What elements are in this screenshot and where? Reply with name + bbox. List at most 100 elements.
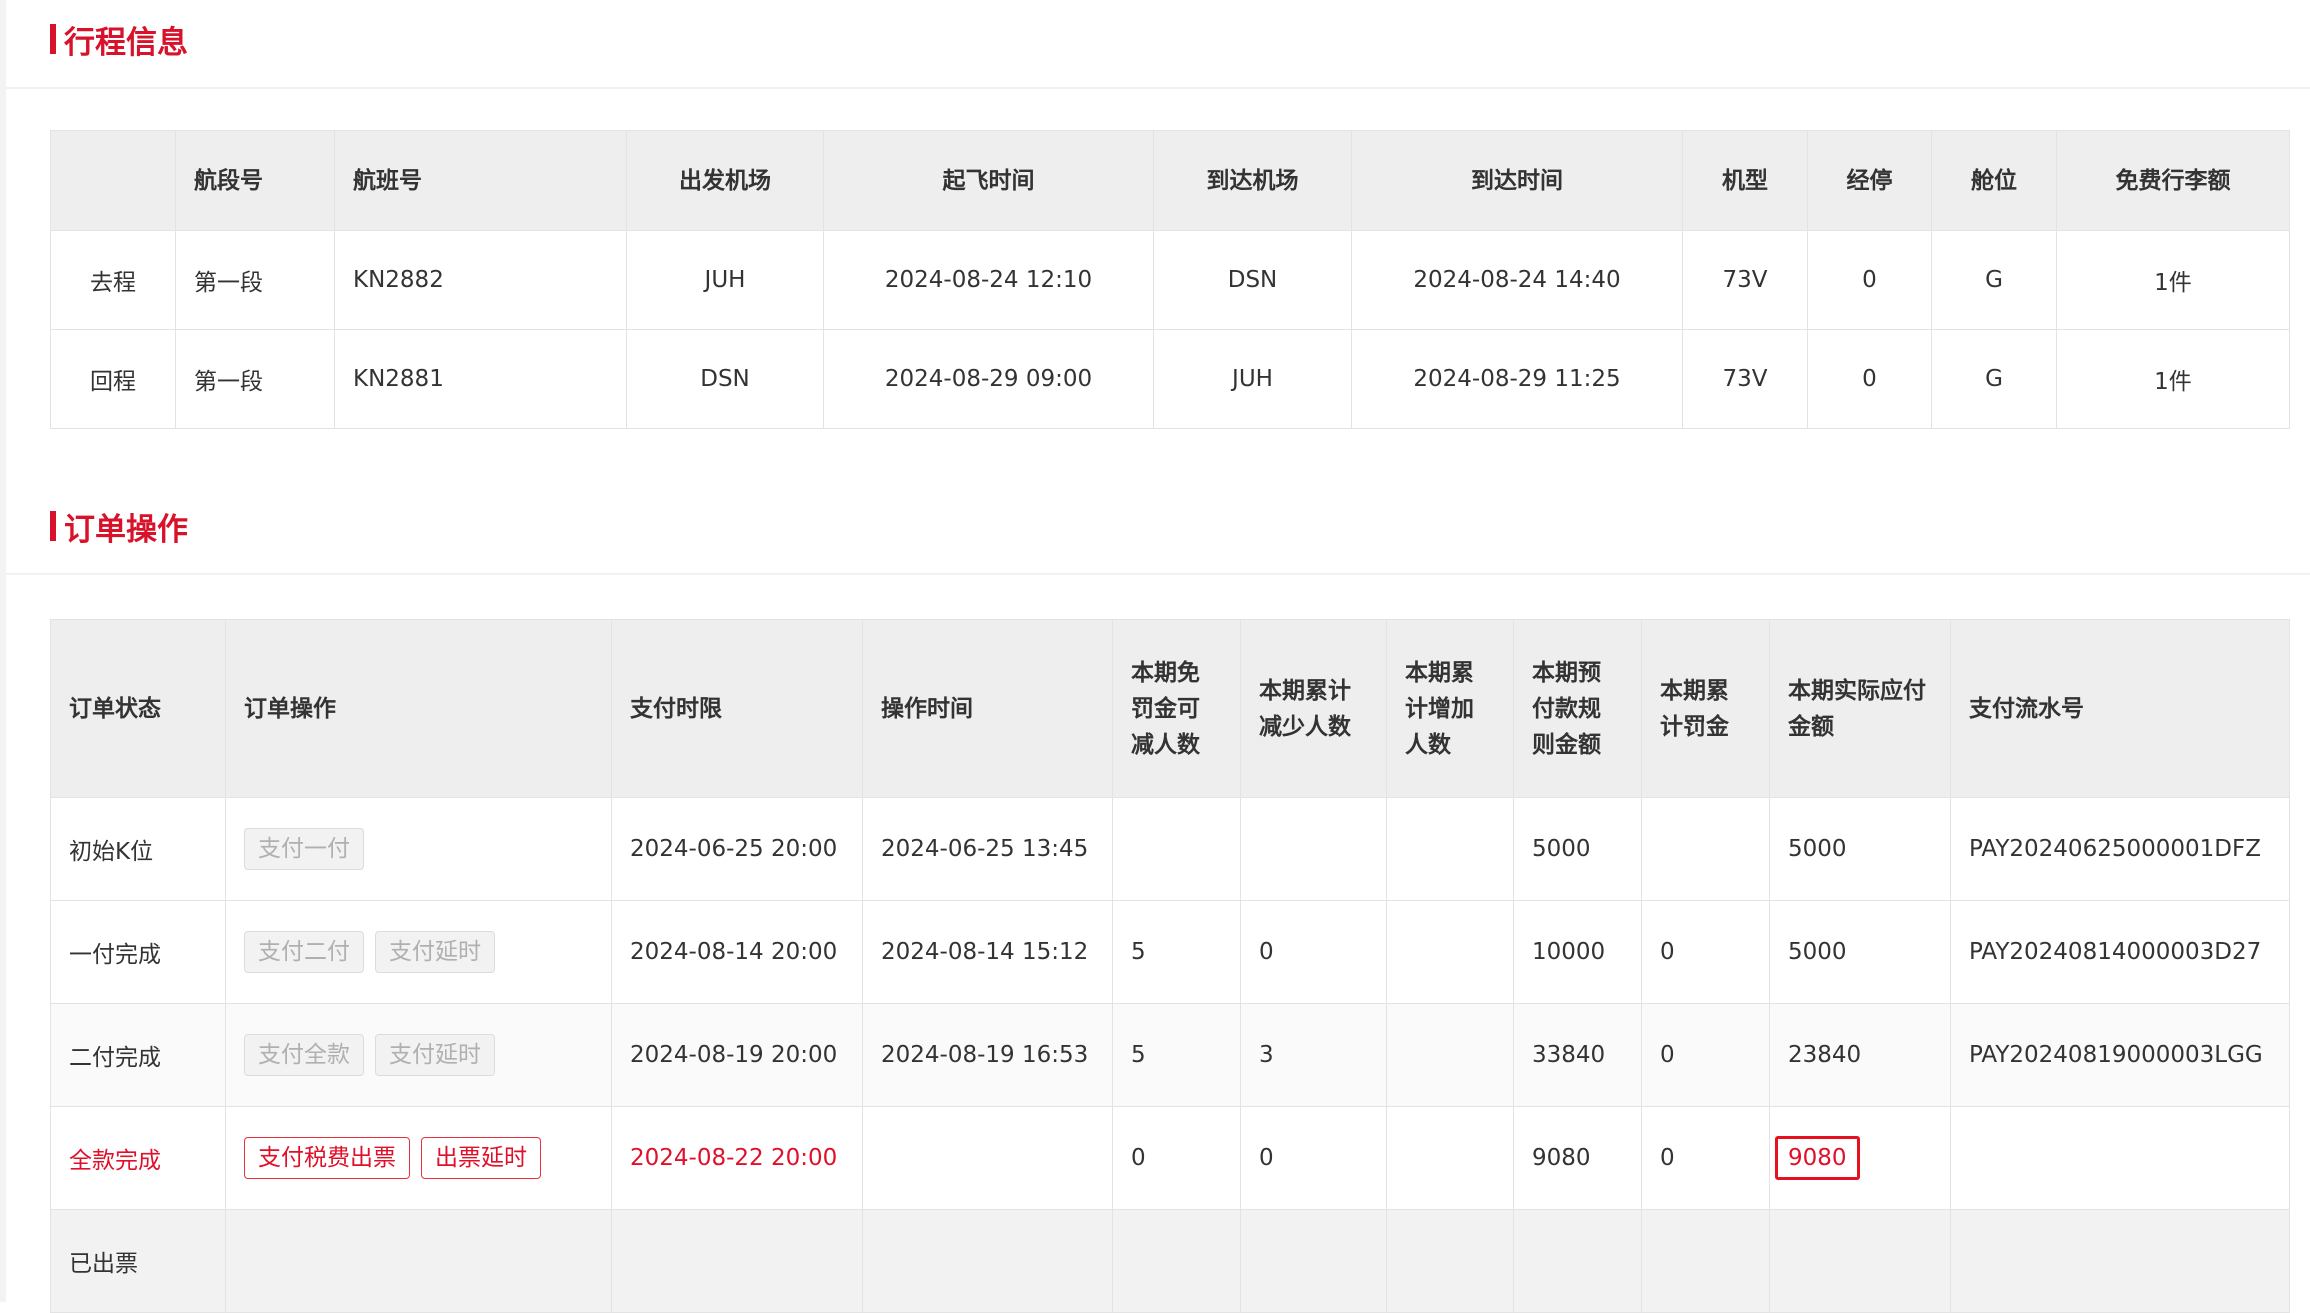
action-button[interactable]: 支付延时: [375, 931, 495, 973]
cell-op-time: [862, 1209, 1113, 1313]
cell-op-time: 2024-06-25 13:45: [862, 797, 1113, 901]
cell-deadline: 2024-06-25 20:00: [611, 797, 863, 901]
cell-payable: [1769, 1209, 1951, 1313]
cell-actions: 支付税费出票 出票延时: [225, 1106, 612, 1210]
cell-deadline: [611, 1209, 863, 1313]
action-button[interactable]: 支付二付: [244, 931, 364, 973]
column-header: 支付时限: [611, 619, 863, 798]
cell-waivable: [1112, 1209, 1241, 1313]
cell-waivable: 0: [1112, 1106, 1241, 1210]
itinerary-title: 行程信息: [64, 24, 188, 61]
cell-payable: 9080: [1769, 1106, 1951, 1210]
section-title-order-ops: 订单操作: [50, 506, 188, 548]
cell-status: 已出票: [50, 1209, 226, 1313]
table-row: 一付完成 支付二付 支付延时 2024-08-14 20:00 2024-08-14 1…: [50, 900, 2290, 1004]
action-button[interactable]: 支付延时: [375, 1034, 495, 1076]
cell-rule-amount: 33840: [1513, 1003, 1642, 1107]
cell-deadline: 2024-08-22 20:00: [611, 1106, 863, 1210]
cell-serial: [1950, 1106, 2290, 1210]
column-header: 到达时间: [1351, 130, 1683, 231]
table-row: 去程 第一段 KN2882 JUH 2024-08-24 12:10 DSN 2024-08…: [50, 230, 2290, 330]
column-header: 支付流水号: [1950, 619, 2290, 798]
cell-payable: 23840: [1769, 1003, 1951, 1107]
cell-added: [1386, 797, 1514, 901]
cell-reduced: [1240, 797, 1387, 901]
order-ops-table: 订单状态 订单操作 支付时限 操作时间 本期免罚金可减人数 本期累计减少人数 本期累计增加人…: [50, 619, 2290, 1313]
table-cell: KN2882: [334, 230, 627, 330]
cell-added: [1386, 1209, 1514, 1313]
cell-status: 一付完成: [50, 900, 226, 1004]
action-button[interactable]: 出票延时: [421, 1137, 541, 1179]
cell-reduced: 0: [1240, 1106, 1387, 1210]
cell-penalty: [1641, 797, 1770, 901]
table-cell: 2024-08-29 09:00: [823, 329, 1154, 429]
order-ops-header-row: 订单状态 订单操作 支付时限 操作时间 本期免罚金可减人数 本期累计减少人数 本期累计增加人…: [50, 619, 2290, 798]
itinerary-table: 航段号 航班号 出发机场 起飞时间 到达机场 到达时间 机型 经停 舱位 免费行李额 去程 第一段 K…: [50, 130, 2290, 429]
column-header: 到达机场: [1153, 130, 1352, 231]
cell-added: [1386, 1106, 1514, 1210]
table-cell: 2024-08-29 11:25: [1351, 329, 1683, 429]
column-header: 本期累计罚金: [1641, 619, 1770, 798]
table-row: 回程 第一段 KN2881 DSN 2024-08-29 09:00 JUH 2024-08…: [50, 329, 2290, 429]
table-cell: 第一段: [175, 329, 335, 429]
cell-added: [1386, 900, 1514, 1004]
table-cell: G: [1931, 230, 2057, 330]
title-accent-bar: [50, 511, 56, 541]
table-cell: 第一段: [175, 230, 335, 330]
column-header: 本期预付款规则金额: [1513, 619, 1642, 798]
table-cell: 2024-08-24 12:10: [823, 230, 1154, 330]
table-cell: JUH: [1153, 329, 1352, 429]
table-row: 初始K位 支付一付 2024-06-25 20:00 2024-06-25 13:45…: [50, 797, 2290, 901]
action-button[interactable]: 支付全款: [244, 1034, 364, 1076]
column-header: 本期实际应付金额: [1769, 619, 1951, 798]
table-cell: KN2881: [334, 329, 627, 429]
cell-actions: 支付一付: [225, 797, 612, 901]
cell-reduced: 0: [1240, 900, 1387, 1004]
table-row: 全款完成 支付税费出票 出票延时 2024-08-22 20:00 0 0 9080 0 908…: [50, 1106, 2290, 1210]
column-header: 舱位: [1931, 130, 2057, 231]
table-cell: 0: [1807, 329, 1932, 429]
cell-actions: 支付二付 支付延时: [225, 900, 612, 1004]
column-header: 免费行李额: [2056, 130, 2290, 231]
cell-penalty: 0: [1641, 900, 1770, 1004]
cell-status: 全款完成: [50, 1106, 226, 1210]
table-cell: DSN: [1153, 230, 1352, 330]
action-button[interactable]: 支付税费出票: [244, 1137, 410, 1179]
cell-rule-amount: 5000: [1513, 797, 1642, 901]
cell-rule-amount: [1513, 1209, 1642, 1313]
table-cell: 73V: [1682, 329, 1808, 429]
table-cell: G: [1931, 329, 2057, 429]
section-title-itinerary: 行程信息: [50, 19, 188, 61]
table-cell: 回程: [50, 329, 176, 429]
cell-status: 二付完成: [50, 1003, 226, 1107]
cell-penalty: [1641, 1209, 1770, 1313]
cell-op-time: [862, 1106, 1113, 1210]
column-header: 起飞时间: [823, 130, 1154, 231]
itinerary-header-row: 航段号 航班号 出发机场 起飞时间 到达机场 到达时间 机型 经停 舱位 免费行李额: [50, 130, 2290, 231]
divider: [6, 87, 2310, 89]
table-cell: 1件: [2056, 230, 2290, 330]
column-header: 本期累计增加人数: [1386, 619, 1514, 798]
table-cell: JUH: [626, 230, 824, 330]
cell-op-time: 2024-08-19 16:53: [862, 1003, 1113, 1107]
table-cell: 73V: [1682, 230, 1808, 330]
title-accent-bar: [50, 24, 56, 54]
column-header: 本期累计减少人数: [1240, 619, 1387, 798]
cell-actions: [225, 1209, 612, 1313]
table-cell: 2024-08-24 14:40: [1351, 230, 1683, 330]
column-header: 本期免罚金可减人数: [1112, 619, 1241, 798]
cell-deadline: 2024-08-19 20:00: [611, 1003, 863, 1107]
column-header: 订单操作: [225, 619, 612, 798]
cell-payable: 5000: [1769, 797, 1951, 901]
column-header: 订单状态: [50, 619, 226, 798]
cell-serial: PAY20240814000003D27: [1950, 900, 2290, 1004]
cell-serial: PAY20240625000001DFZ: [1950, 797, 2290, 901]
column-header: [50, 130, 176, 231]
table-row: 二付完成 支付全款 支付延时 2024-08-19 20:00 2024-08-19 1…: [50, 1003, 2290, 1107]
cell-waivable: 5: [1112, 900, 1241, 1004]
action-button[interactable]: 支付一付: [244, 828, 364, 870]
cell-payable: 5000: [1769, 900, 1951, 1004]
column-header: 机型: [1682, 130, 1808, 231]
cell-status: 初始K位: [50, 797, 226, 901]
highlighted-payable-amount: 9080: [1775, 1136, 1860, 1180]
